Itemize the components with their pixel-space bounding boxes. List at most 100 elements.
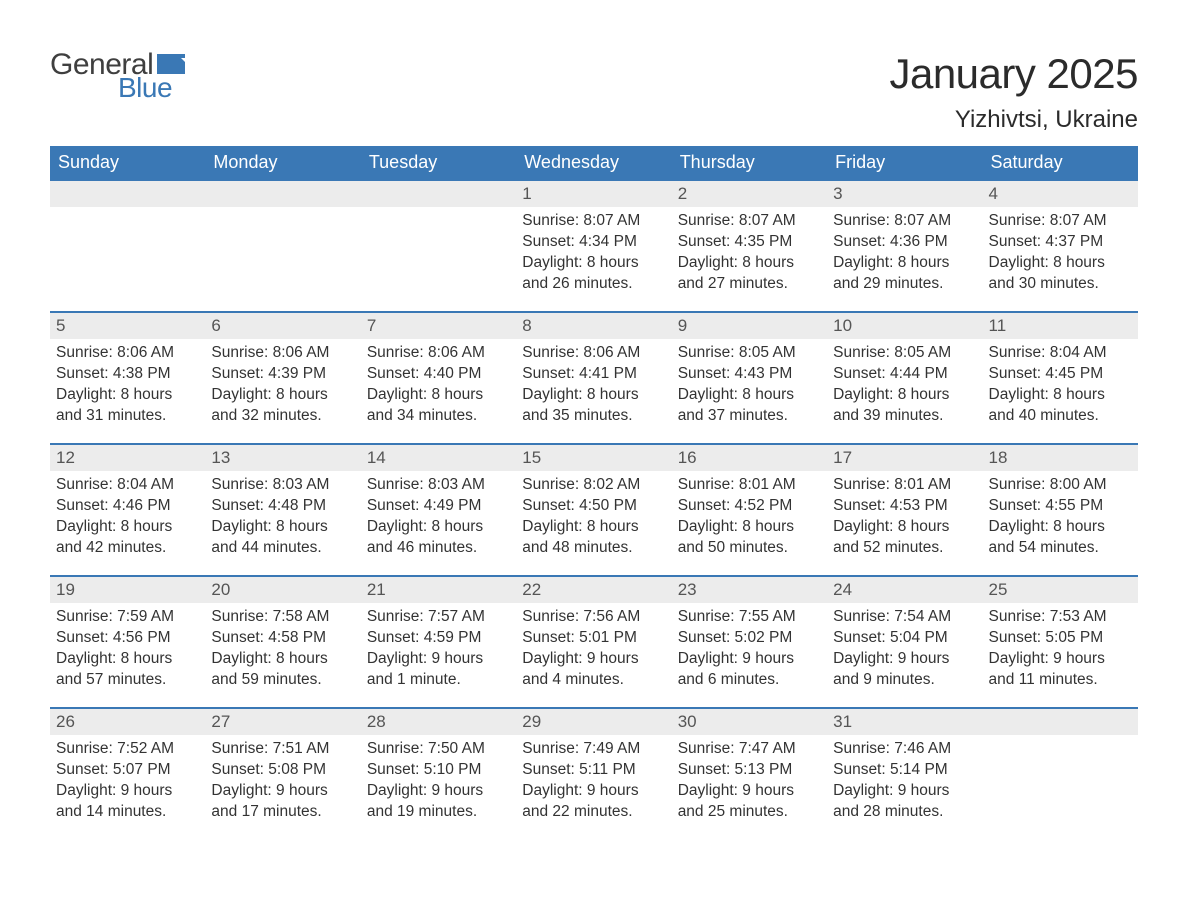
- day-content: Sunrise: 8:06 AMSunset: 4:39 PMDaylight:…: [205, 339, 360, 431]
- day-line-d2: and 32 minutes.: [211, 406, 354, 427]
- day-line-sunrise: Sunrise: 7:57 AM: [367, 607, 510, 628]
- day-line-d2: and 11 minutes.: [989, 670, 1132, 691]
- day-content: Sunrise: 7:57 AMSunset: 4:59 PMDaylight:…: [361, 603, 516, 695]
- day-line-d1: Daylight: 9 hours: [678, 649, 821, 670]
- day-line-sunrise: Sunrise: 7:59 AM: [56, 607, 199, 628]
- day-content: Sunrise: 7:59 AMSunset: 4:56 PMDaylight:…: [50, 603, 205, 695]
- day-line-d2: and 6 minutes.: [678, 670, 821, 691]
- day-line-sunset: Sunset: 5:14 PM: [833, 760, 976, 781]
- day-line-sunset: Sunset: 4:35 PM: [678, 232, 821, 253]
- day-content: Sunrise: 8:06 AMSunset: 4:41 PMDaylight:…: [516, 339, 671, 431]
- day-number: 10: [827, 313, 982, 339]
- day-number: 15: [516, 445, 671, 471]
- day-number: 29: [516, 709, 671, 735]
- calendar-cell: 10Sunrise: 8:05 AMSunset: 4:44 PMDayligh…: [827, 312, 982, 444]
- day-line-d1: Daylight: 8 hours: [678, 517, 821, 538]
- day-line-sunset: Sunset: 4:58 PM: [211, 628, 354, 649]
- calendar-cell: 14Sunrise: 8:03 AMSunset: 4:49 PMDayligh…: [361, 444, 516, 576]
- day-line-sunrise: Sunrise: 8:07 AM: [833, 211, 976, 232]
- day-number: 8: [516, 313, 671, 339]
- day-line-d2: and 26 minutes.: [522, 274, 665, 295]
- day-line-d2: and 31 minutes.: [56, 406, 199, 427]
- day-line-sunset: Sunset: 5:05 PM: [989, 628, 1132, 649]
- day-content: Sunrise: 8:07 AMSunset: 4:37 PMDaylight:…: [983, 207, 1138, 299]
- day-line-d2: and 52 minutes.: [833, 538, 976, 559]
- calendar-cell: 1Sunrise: 8:07 AMSunset: 4:34 PMDaylight…: [516, 180, 671, 312]
- day-number: 12: [50, 445, 205, 471]
- day-line-sunset: Sunset: 5:13 PM: [678, 760, 821, 781]
- day-line-d2: and 14 minutes.: [56, 802, 199, 823]
- day-number: 5: [50, 313, 205, 339]
- day-number: 27: [205, 709, 360, 735]
- day-line-sunrise: Sunrise: 8:06 AM: [211, 343, 354, 364]
- day-line-d2: and 27 minutes.: [678, 274, 821, 295]
- day-content: Sunrise: 8:04 AMSunset: 4:46 PMDaylight:…: [50, 471, 205, 563]
- day-number: 19: [50, 577, 205, 603]
- day-line-sunrise: Sunrise: 7:54 AM: [833, 607, 976, 628]
- day-header: Saturday: [983, 146, 1138, 180]
- day-line-d2: and 44 minutes.: [211, 538, 354, 559]
- day-content: Sunrise: 8:01 AMSunset: 4:53 PMDaylight:…: [827, 471, 982, 563]
- calendar-cell: 9Sunrise: 8:05 AMSunset: 4:43 PMDaylight…: [672, 312, 827, 444]
- calendar-week-row: 19Sunrise: 7:59 AMSunset: 4:56 PMDayligh…: [50, 576, 1138, 708]
- day-line-d2: and 1 minute.: [367, 670, 510, 691]
- day-line-sunset: Sunset: 4:56 PM: [56, 628, 199, 649]
- logo: General Blue: [50, 50, 185, 102]
- calendar-page: General Blue January 2025 Yizhivtsi, Ukr…: [0, 0, 1188, 918]
- calendar-cell: 30Sunrise: 7:47 AMSunset: 5:13 PMDayligh…: [672, 708, 827, 827]
- day-line-d1: Daylight: 8 hours: [522, 517, 665, 538]
- day-number: 2: [672, 181, 827, 207]
- day-line-sunrise: Sunrise: 7:56 AM: [522, 607, 665, 628]
- day-line-sunset: Sunset: 4:36 PM: [833, 232, 976, 253]
- day-line-sunrise: Sunrise: 7:51 AM: [211, 739, 354, 760]
- day-number: 31: [827, 709, 982, 735]
- day-line-d1: Daylight: 9 hours: [522, 781, 665, 802]
- flag-icon: [157, 54, 185, 74]
- day-content: Sunrise: 8:05 AMSunset: 4:44 PMDaylight:…: [827, 339, 982, 431]
- day-line-sunrise: Sunrise: 8:05 AM: [678, 343, 821, 364]
- day-line-d1: Daylight: 8 hours: [833, 385, 976, 406]
- day-number: [361, 181, 516, 207]
- day-line-d1: Daylight: 8 hours: [989, 385, 1132, 406]
- day-number: 11: [983, 313, 1138, 339]
- day-line-sunset: Sunset: 4:37 PM: [989, 232, 1132, 253]
- day-line-sunrise: Sunrise: 7:52 AM: [56, 739, 199, 760]
- day-number: 26: [50, 709, 205, 735]
- day-line-sunrise: Sunrise: 8:06 AM: [56, 343, 199, 364]
- calendar-body: 1Sunrise: 8:07 AMSunset: 4:34 PMDaylight…: [50, 180, 1138, 827]
- calendar-cell: 3Sunrise: 8:07 AMSunset: 4:36 PMDaylight…: [827, 180, 982, 312]
- day-header: Thursday: [672, 146, 827, 180]
- day-line-sunset: Sunset: 4:52 PM: [678, 496, 821, 517]
- day-line-sunset: Sunset: 5:04 PM: [833, 628, 976, 649]
- calendar-cell: 18Sunrise: 8:00 AMSunset: 4:55 PMDayligh…: [983, 444, 1138, 576]
- day-line-sunrise: Sunrise: 8:04 AM: [989, 343, 1132, 364]
- day-line-d2: and 40 minutes.: [989, 406, 1132, 427]
- day-content: Sunrise: 8:05 AMSunset: 4:43 PMDaylight:…: [672, 339, 827, 431]
- calendar-week-row: 5Sunrise: 8:06 AMSunset: 4:38 PMDaylight…: [50, 312, 1138, 444]
- calendar-week-row: 26Sunrise: 7:52 AMSunset: 5:07 PMDayligh…: [50, 708, 1138, 827]
- day-number: 13: [205, 445, 360, 471]
- calendar-week-row: 12Sunrise: 8:04 AMSunset: 4:46 PMDayligh…: [50, 444, 1138, 576]
- day-content: Sunrise: 7:55 AMSunset: 5:02 PMDaylight:…: [672, 603, 827, 695]
- location-label: Yizhivtsi, Ukraine: [50, 106, 1138, 134]
- day-line-sunset: Sunset: 4:45 PM: [989, 364, 1132, 385]
- day-line-d1: Daylight: 8 hours: [833, 253, 976, 274]
- day-line-d2: and 50 minutes.: [678, 538, 821, 559]
- day-content: Sunrise: 7:47 AMSunset: 5:13 PMDaylight:…: [672, 735, 827, 827]
- day-line-d1: Daylight: 8 hours: [56, 649, 199, 670]
- calendar-header-row: Sunday Monday Tuesday Wednesday Thursday…: [50, 146, 1138, 180]
- calendar-cell: 20Sunrise: 7:58 AMSunset: 4:58 PMDayligh…: [205, 576, 360, 708]
- day-line-d2: and 37 minutes.: [678, 406, 821, 427]
- calendar-cell: [50, 180, 205, 312]
- day-line-d1: Daylight: 9 hours: [367, 649, 510, 670]
- day-header: Tuesday: [361, 146, 516, 180]
- calendar-cell: 8Sunrise: 8:06 AMSunset: 4:41 PMDaylight…: [516, 312, 671, 444]
- calendar-cell: 5Sunrise: 8:06 AMSunset: 4:38 PMDaylight…: [50, 312, 205, 444]
- day-content: Sunrise: 7:52 AMSunset: 5:07 PMDaylight:…: [50, 735, 205, 827]
- day-line-sunset: Sunset: 4:39 PM: [211, 364, 354, 385]
- day-number: 1: [516, 181, 671, 207]
- day-line-d2: and 4 minutes.: [522, 670, 665, 691]
- day-line-d2: and 34 minutes.: [367, 406, 510, 427]
- calendar-cell: 22Sunrise: 7:56 AMSunset: 5:01 PMDayligh…: [516, 576, 671, 708]
- day-line-d2: and 35 minutes.: [522, 406, 665, 427]
